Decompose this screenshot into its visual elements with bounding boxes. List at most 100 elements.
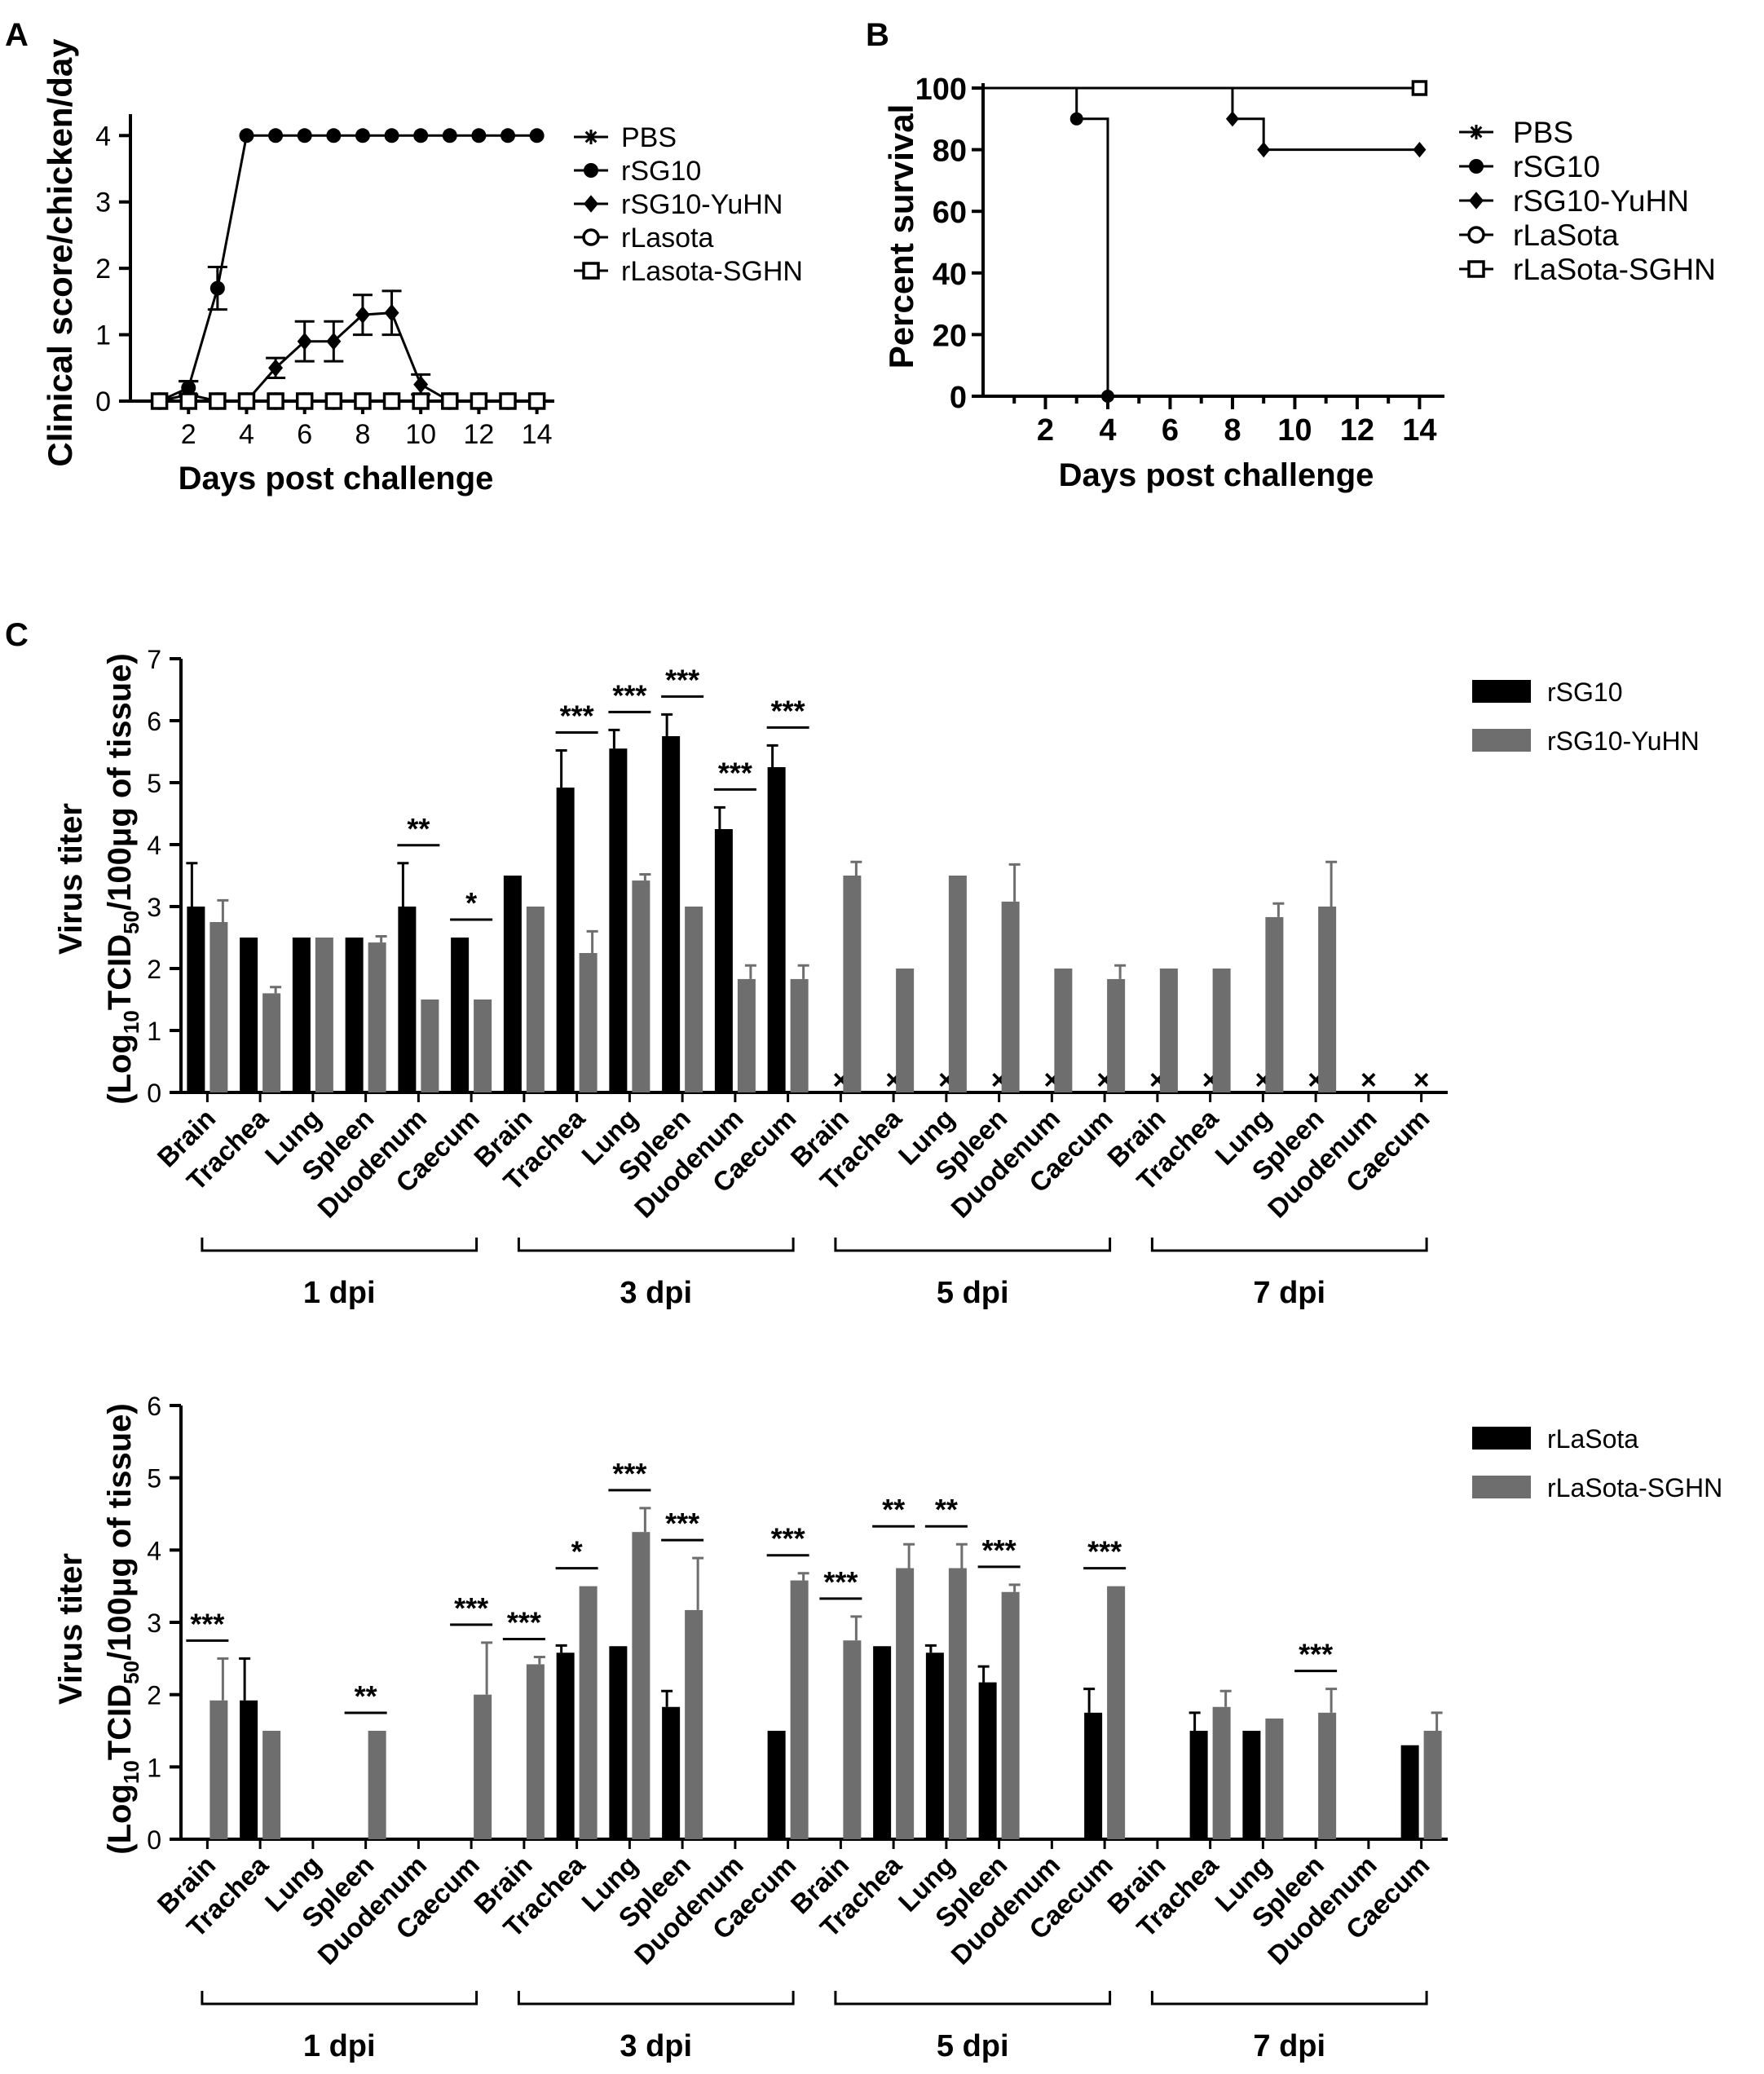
panel-a-data-point bbox=[529, 128, 545, 143]
significance-label: ** bbox=[355, 1679, 377, 1713]
panel-b-x-tick-label: 6 bbox=[1162, 413, 1179, 448]
error-bar bbox=[661, 713, 673, 736]
error-bar bbox=[639, 1507, 651, 1533]
panel-label-c: C bbox=[5, 617, 29, 653]
bar-secondary bbox=[209, 922, 228, 1092]
ylabel-pre: (Log bbox=[102, 1034, 138, 1105]
panel-b-legend-label: rSG10-YuHN bbox=[1513, 184, 1689, 218]
bar-y-tick-label: 3 bbox=[147, 1608, 161, 1638]
error-bar bbox=[217, 898, 229, 922]
error-bar bbox=[555, 748, 567, 788]
panel-a-legend-marker bbox=[584, 130, 598, 144]
error-bar bbox=[977, 1665, 990, 1683]
error-bar bbox=[744, 964, 756, 979]
panel-a-data-point bbox=[326, 128, 342, 143]
error-bar bbox=[850, 1615, 862, 1641]
panel-a-data-point bbox=[355, 306, 370, 324]
group-bracket bbox=[517, 1238, 795, 1252]
group-bracket bbox=[1150, 1991, 1428, 2006]
bar-y-tick-label: 1 bbox=[147, 1017, 161, 1046]
panel-a-y-tick-label: 3 bbox=[95, 188, 111, 218]
error-bar bbox=[1008, 1583, 1021, 1592]
panel-a: A Clinical score/chicken/day Days post c… bbox=[5, 17, 803, 496]
panel-c-bottom-y-axis-title-line1: Virus titer bbox=[53, 1553, 89, 1705]
error-bar bbox=[186, 862, 198, 907]
panel-a-series-1 bbox=[152, 128, 545, 408]
bar-secondary bbox=[1318, 1712, 1337, 1839]
panel-b-survival-line bbox=[983, 86, 1109, 396]
panel-a-data-point bbox=[268, 128, 284, 143]
bar-secondary bbox=[1212, 1706, 1231, 1839]
panel-b-y-axis-title: Percent survival bbox=[882, 104, 920, 369]
panel-a-data-point bbox=[324, 392, 343, 410]
group-label: 7 dpi bbox=[1253, 2029, 1325, 2063]
bar-secondary bbox=[896, 969, 915, 1092]
significance-label: *** bbox=[665, 1507, 699, 1540]
significance-label: *** bbox=[612, 678, 646, 712]
significance-label: ** bbox=[882, 1493, 905, 1526]
significance-label: *** bbox=[612, 1457, 646, 1490]
panel-b-data-point bbox=[1411, 80, 1428, 96]
panel-a-x-tick-label: 2 bbox=[181, 419, 196, 450]
panel-a-data-point bbox=[413, 375, 429, 394]
panel-a-data-point bbox=[382, 392, 401, 410]
significance-label: *** bbox=[507, 1606, 541, 1639]
group-bracket bbox=[834, 1991, 1112, 2006]
error-bar bbox=[1188, 1711, 1201, 1731]
panel-a-data-point bbox=[326, 332, 342, 351]
legend-label: rSG10 bbox=[1547, 677, 1622, 707]
panel-a-legend-marker bbox=[584, 163, 598, 178]
panel-a-x-axis-title: Days post challenge bbox=[179, 461, 494, 496]
bar-secondary bbox=[1001, 901, 1020, 1092]
bar-y-tick-label: 6 bbox=[147, 1392, 161, 1421]
group-bracket bbox=[834, 1238, 1112, 1252]
error-bar bbox=[692, 1556, 704, 1610]
significance-label: *** bbox=[1299, 1638, 1333, 1671]
significance-label: *** bbox=[771, 1522, 805, 1556]
bar-secondary bbox=[1159, 969, 1178, 1092]
error-bar bbox=[481, 1641, 493, 1695]
bar-secondary bbox=[685, 1609, 703, 1839]
panel-b-legend-marker bbox=[1469, 192, 1484, 210]
panel-a-legend-label: rSG10 bbox=[621, 156, 701, 187]
ylabel-sub1: 10 bbox=[119, 1010, 143, 1034]
panel-a-data-point bbox=[442, 128, 457, 143]
panel-label-a: A bbox=[5, 17, 29, 53]
panel-a-data-point bbox=[413, 128, 429, 143]
legend-swatch bbox=[1472, 680, 1531, 703]
panel-b-legend-label: rLaSota-SGHN bbox=[1513, 253, 1716, 286]
significance-label: *** bbox=[665, 663, 699, 696]
panel-a-x-tick-label: 6 bbox=[297, 419, 312, 450]
panel-b-y-tick-label: 40 bbox=[933, 258, 967, 292]
panel-b-x-tick-label: 12 bbox=[1340, 413, 1374, 448]
panel-a-data-point bbox=[297, 128, 312, 143]
bar-secondary bbox=[1265, 916, 1284, 1092]
panel-b-x-tick-label: 2 bbox=[1037, 413, 1054, 448]
panel-c-bottom-legend: rLaSota rLaSota-SGHN bbox=[1472, 1424, 1722, 1503]
error-bar bbox=[639, 872, 651, 881]
group-label: 3 dpi bbox=[620, 1276, 692, 1310]
legend-swatch bbox=[1472, 1476, 1531, 1498]
panel-a-y-tick-label: 4 bbox=[95, 121, 111, 152]
legend-label: rSG10-YuHN bbox=[1547, 726, 1700, 756]
panel-c-top-y-axis-title-line2: (Log10TCID50/100μg of tissue) bbox=[102, 653, 143, 1104]
panel-a-legend-label: rLasota bbox=[621, 223, 713, 254]
ylabel-pre: (Log bbox=[102, 1784, 138, 1855]
panel-a-legend-marker bbox=[582, 262, 600, 280]
panel-a-legend-label: rSG10-YuHN bbox=[621, 189, 783, 220]
error-bar bbox=[1114, 964, 1127, 979]
panel-a-data-point bbox=[354, 392, 372, 410]
panel-c-top-plot-area: 01234567BrainTracheaLungSpleenDuodenumCa… bbox=[147, 645, 1448, 1310]
bar-secondary bbox=[209, 1700, 228, 1839]
bar-primary bbox=[609, 748, 628, 1092]
group-bracket bbox=[1150, 1238, 1428, 1252]
panel-b-x-tick-label: 8 bbox=[1224, 413, 1241, 448]
bar-secondary bbox=[421, 999, 439, 1092]
panel-a-data-point bbox=[150, 392, 169, 410]
group-label: 7 dpi bbox=[1253, 1276, 1325, 1310]
bar-primary bbox=[714, 829, 733, 1092]
bar-y-tick-label: 0 bbox=[147, 1825, 161, 1855]
error-bar bbox=[1008, 863, 1021, 902]
bar-secondary bbox=[843, 876, 862, 1092]
